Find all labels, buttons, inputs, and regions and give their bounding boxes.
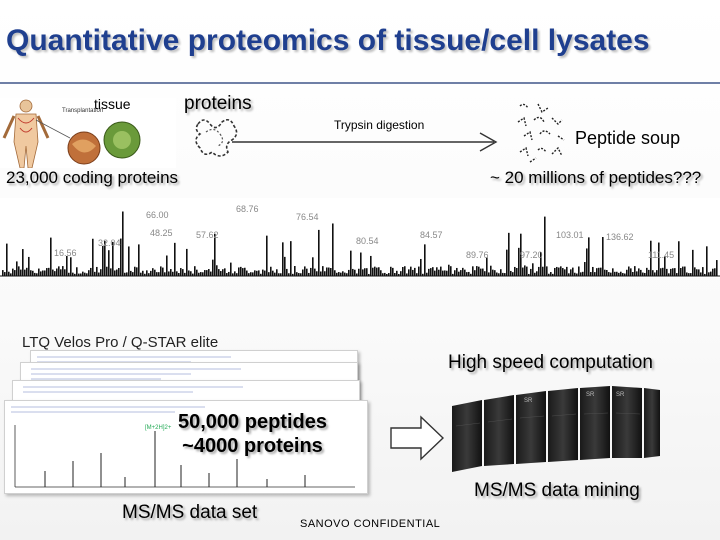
svg-text:57.62: 57.62 [196,230,219,240]
title-divider [0,82,720,84]
svg-text:103.01: 103.01 [556,230,584,240]
svg-text:48.25: 48.25 [150,228,173,238]
stats-callout: 50,000 peptides ~4000 proteins [178,410,327,458]
svg-text:80.54: 80.54 [356,236,379,246]
coding-proteins-label: 23,000 coding proteins [6,168,179,187]
instrument-label: LTQ Velos Pro / Q-STAR elite [22,334,219,351]
proteins-label: proteins [184,93,252,114]
protein-fold-icon [190,114,246,167]
svg-text:[M+2H]2+: [M+2H]2+ [145,425,172,431]
peptide-stat: 50,000 peptides [178,411,327,433]
peptide-fragments-icon [512,100,572,173]
protein-stat: ~4000 proteins [182,435,323,457]
svg-text:89.76: 89.76 [466,250,489,260]
svg-text:111.45: 111.45 [648,250,674,260]
computation-label: High speed computation [448,352,653,373]
arrow-right-icon [232,130,498,159]
svg-text:SR: SR [616,392,625,398]
msms-sheet-front: [M+2H]2+ [4,400,368,494]
svg-text:84.57: 84.57 [420,230,443,240]
svg-text:Transplantation: Transplantation [62,108,103,114]
peptide-count-label: ~ 20 millions of peptides??? [490,168,702,187]
svg-text:SR: SR [586,392,595,398]
svg-text:66.00: 66.00 [146,210,169,220]
svg-text:97.20: 97.20 [520,250,543,260]
slide-title: Quantitative proteomics of tissue/cell l… [6,24,650,57]
svg-text:136.62: 136.62 [606,232,634,242]
svg-text:76.54: 76.54 [296,212,319,222]
msms-set-label: MS/MS data set [122,502,258,523]
tissue-illustration-icon: Transplantation [0,98,176,169]
svg-text:32.04: 32.04 [98,238,121,248]
peptide-soup-label: Peptide soup [575,128,681,148]
msms-mining-label: MS/MS data mining [474,480,640,501]
arrow-right-icon [389,414,445,467]
svg-text:SR: SR [524,398,533,404]
tissue-label: tissue [94,96,131,112]
mass-spectrum-icon: 66.00 68.76 76.54 48.25 32.04 57.62 80.54 84.… [0,198,720,283]
svg-text:68.76: 68.76 [236,204,259,214]
svg-text:16.56: 16.56 [54,248,77,258]
confidential-footer: SANOVO CONFIDENTIAL [300,518,441,530]
trypsin-label: Trypsin digestion [334,118,425,132]
server-rack-icon: SR SR SR [452,386,662,481]
